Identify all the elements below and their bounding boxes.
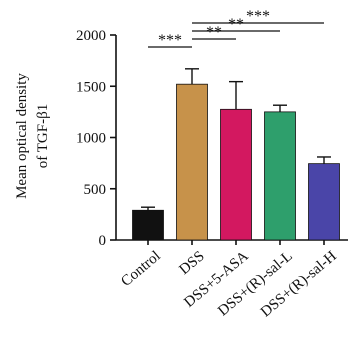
significance-label: ** bbox=[228, 16, 244, 33]
bar bbox=[132, 209, 164, 241]
significance-brackets: *** ** ** *** bbox=[148, 8, 324, 49]
y-tick-label: 2000 bbox=[76, 28, 106, 44]
y-tick-label: 1000 bbox=[76, 131, 106, 147]
significance-label: *** bbox=[246, 8, 270, 25]
bar bbox=[220, 108, 252, 241]
bar bbox=[176, 83, 208, 241]
y-axis: 0 500 1000 1500 2000 bbox=[76, 28, 117, 249]
significance-label: ** bbox=[206, 24, 222, 41]
y-axis-label: Mean optical density of TGF-β1 bbox=[14, 73, 51, 199]
x-tick-label: DSS+(R)-sal-H bbox=[258, 248, 340, 320]
bar bbox=[308, 163, 340, 241]
y-axis-label-line1: Mean optical density bbox=[14, 73, 30, 199]
bars bbox=[132, 68, 340, 241]
x-tick-label: Control bbox=[118, 248, 163, 290]
y-tick-label: 1500 bbox=[76, 79, 106, 95]
bar bbox=[264, 111, 296, 241]
y-tick-label: 500 bbox=[84, 182, 107, 198]
significance-label: *** bbox=[158, 32, 182, 49]
x-axis: Control DSSDSS+5-ASADSS+(R)-sal-LDSS+(R)-… bbox=[116, 239, 348, 320]
y-tick-label: 0 bbox=[99, 233, 107, 249]
x-tick-label: DSS bbox=[176, 248, 207, 278]
y-axis-label-line2: of TGF-β1 bbox=[35, 104, 51, 168]
